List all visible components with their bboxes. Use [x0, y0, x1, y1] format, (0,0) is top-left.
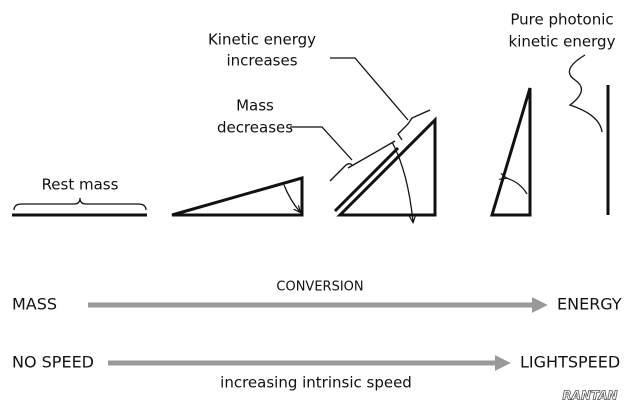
leader	[290, 126, 353, 161]
energy-text: ENERGY	[557, 295, 622, 314]
brace	[329, 163, 353, 182]
mass-line	[333, 146, 400, 213]
angle-arrow	[506, 178, 528, 195]
photonic-label: kinetic energy	[509, 33, 616, 51]
logo: RANTAN	[562, 389, 617, 403]
photonic-label: Pure photonic	[510, 11, 613, 29]
kinetic-label: increases	[226, 52, 297, 70]
triangle	[171, 176, 304, 217]
rest-mass-label: Rest mass	[42, 176, 119, 194]
brace	[347, 140, 396, 169]
lightspeed-text: LIGHTSPEED	[520, 353, 620, 372]
kinetic-label: Kinetic energy	[208, 31, 316, 49]
mass-label: Mass	[236, 97, 274, 115]
conversion-label: CONVERSION	[276, 280, 363, 295]
leader	[330, 57, 409, 121]
leader	[568, 54, 603, 133]
brace	[397, 109, 431, 141]
angle-arrow	[391, 141, 413, 222]
mass-text: MASS	[12, 295, 57, 314]
brace	[13, 197, 147, 211]
mass-label: decreases	[217, 119, 293, 137]
speed-label: increasing intrinsic speed	[220, 374, 412, 392]
triangle	[489, 87, 532, 217]
triangle	[336, 116, 437, 217]
no-speed-text: NO SPEED	[12, 353, 94, 372]
angle-arrow	[283, 184, 300, 212]
